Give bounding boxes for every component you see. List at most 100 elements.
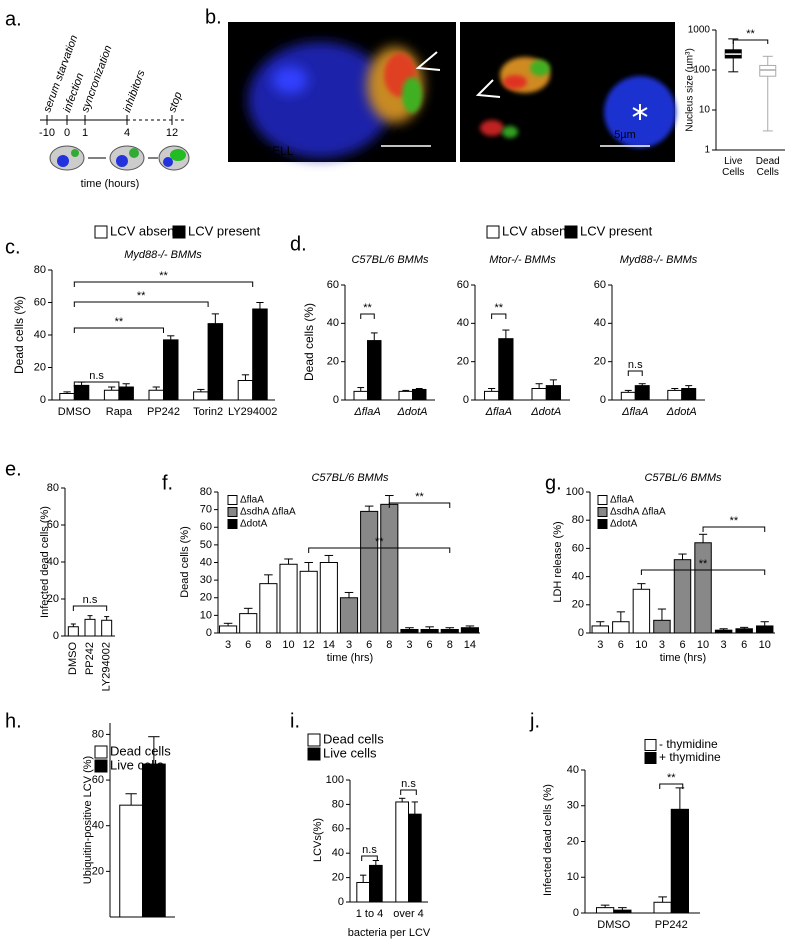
x-tick-label: ΔflaA: [353, 406, 380, 418]
x-tick-label: 6: [618, 639, 624, 651]
y-axis-title: Dead cells (%): [302, 303, 316, 381]
bar: [67, 626, 79, 637]
panel-label: j.: [529, 710, 540, 732]
legend-swatch: [94, 745, 108, 759]
legend-label: ΔsdhA ΔflaA: [240, 507, 296, 518]
bar: [148, 389, 165, 401]
significance-label: **: [415, 491, 424, 503]
y-tick-label: 100: [566, 486, 584, 498]
significance-bracket: [73, 381, 120, 387]
bar: [498, 338, 514, 401]
bar: [360, 510, 379, 634]
bar: [673, 559, 692, 634]
y-tick-label: 70: [200, 504, 212, 516]
y-tick-label: 80: [92, 728, 104, 740]
x-tick-label: 8: [265, 639, 271, 651]
significance-label: **: [375, 536, 384, 548]
x-axis-title: time (hrs): [327, 652, 373, 664]
bar: [398, 390, 413, 401]
y-tick-label: 60: [47, 519, 59, 531]
bar: [653, 619, 671, 634]
panel-label: d.: [290, 233, 307, 255]
bar: [612, 621, 630, 634]
channel-label: Ubiquitin: [409, 24, 452, 36]
significance-bracket: [361, 855, 378, 861]
bar: [219, 625, 238, 634]
channel-label: L.p: [437, 46, 452, 58]
legend-swatch: [597, 495, 608, 505]
bar: [252, 308, 268, 401]
bar: [613, 909, 632, 914]
x-tick-label: 6: [741, 639, 747, 651]
chart-title: C57BL/6 BMMs: [644, 472, 722, 484]
significance-label: **: [115, 316, 124, 328]
micrograph-live: [228, 22, 456, 162]
panel-label: i.: [290, 710, 300, 732]
panel-label: h.: [5, 710, 22, 732]
channel-label: Hoechst: [631, 35, 671, 47]
x-tick-label: 3: [659, 639, 665, 651]
bar: [353, 390, 368, 401]
significance-bracket: [400, 789, 417, 795]
y-tick-label: 40: [47, 556, 59, 568]
y-tick-label: 20: [572, 599, 584, 611]
chart-title: Mtor-/- BMMs: [489, 254, 556, 266]
bar: [667, 389, 683, 401]
panel-label: b.: [205, 6, 222, 28]
bar: [653, 901, 672, 914]
scale-bar-label: 5µm: [395, 129, 417, 141]
y-tick-label: 40: [200, 556, 212, 568]
bar: [239, 613, 258, 634]
y-tick-label: 20: [332, 872, 344, 884]
cell-icons: [49, 145, 190, 171]
y-tick-label: 0: [333, 394, 339, 406]
x-tick-label: Rapa: [106, 406, 133, 418]
x-tick-label: 10: [697, 639, 709, 651]
bar: [632, 588, 651, 634]
bar: [59, 393, 75, 401]
legend-label: Live cells: [110, 757, 164, 772]
legend-swatch: [644, 739, 657, 751]
y-axis-title: LDH release (%): [552, 521, 564, 602]
y-tick-label: 80: [332, 798, 344, 810]
y-tick-label: 0: [573, 907, 579, 919]
x-tick-label: 3: [346, 639, 352, 651]
bar: [412, 388, 427, 401]
legend-label: Live cells: [323, 745, 377, 760]
legend-label: ΔsdhA ΔflaA: [610, 507, 666, 518]
bar: [591, 625, 609, 634]
significance-label: **: [730, 515, 739, 527]
x-tick-label: DMSO: [597, 919, 630, 931]
timeline-event: inhibitors: [121, 68, 148, 114]
x-tick-label: 6: [427, 639, 433, 651]
timeline-tick-label: 1: [82, 127, 88, 139]
significance-label: **: [667, 772, 676, 784]
bar: [84, 618, 96, 637]
significance-label: n.s: [401, 778, 416, 790]
scale-bar-label: 5µm: [614, 129, 636, 141]
y-tick-label: 60: [572, 542, 584, 554]
x-tick-label: ΔflaA: [485, 406, 512, 418]
bar: [681, 388, 697, 401]
x-tick-label: 1 to 4: [356, 908, 384, 920]
legend-swatch: [597, 507, 608, 517]
x-tick-label: ΔdotA: [396, 406, 427, 418]
y-tick-label: 1: [704, 145, 710, 156]
y-tick-label: 20: [327, 356, 339, 368]
y-tick-label: 10: [200, 609, 212, 621]
legend-label: LCV absent: [502, 223, 570, 238]
significance-label: **: [159, 270, 168, 282]
y-axis-title: Infected dead cells (%): [542, 784, 554, 896]
y-tick-label: 30: [200, 574, 212, 586]
legend-swatch: [307, 733, 321, 747]
y-tick-label: 20: [92, 865, 104, 877]
y-tick-label: 60: [200, 521, 212, 533]
chart-title: C57BL/6 BMMs: [311, 472, 389, 484]
bar: [694, 542, 712, 634]
bar: [756, 625, 774, 634]
legend-swatch: [227, 507, 238, 517]
y-tick-label: 40: [327, 317, 339, 329]
bar: [119, 804, 143, 918]
y-axis-title: Infected dead cells (%): [39, 506, 51, 618]
legend-label: ΔflaA: [610, 495, 634, 506]
